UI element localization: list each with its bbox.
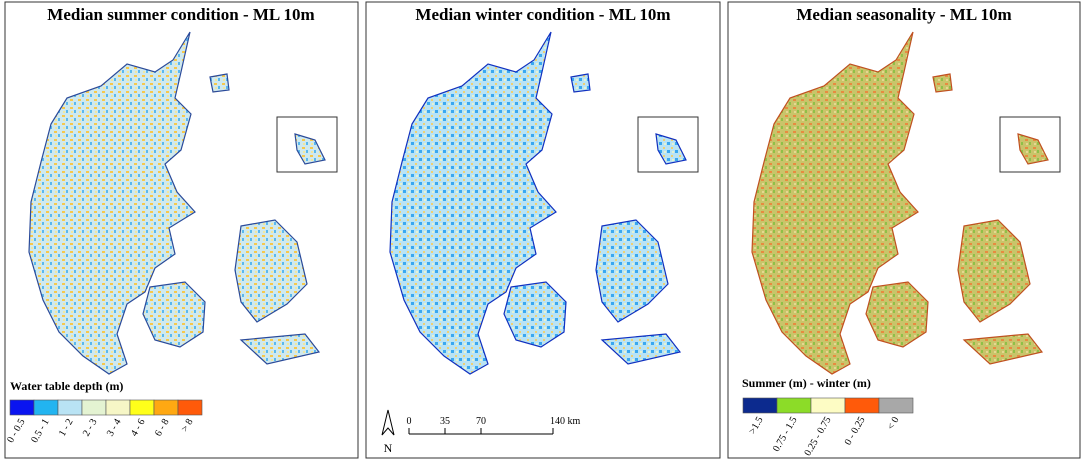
legend-swatch [844, 397, 880, 414]
legend: >1.5 0.75 - 1.5 0.25 - 0.75 0 - 0.25 < 0 [742, 397, 914, 458]
legend-title: Summer (m) - winter (m) [742, 376, 871, 390]
legend-label: 4 - 6 [129, 417, 148, 438]
legend-swatch [878, 397, 914, 414]
legend-swatch [810, 397, 846, 414]
legend-swatch [153, 399, 179, 416]
legend-swatch [776, 397, 812, 414]
legend: 0 - 0.5 0.5 - 1 1 - 2 2 - 3 3 - 4 4 - 6 6 - 8 >… [5, 399, 203, 445]
panel: Median summer condition - ML 10m Water t… [4, 1, 359, 459]
north-arrow [381, 409, 395, 436]
legend-label: > 8 [180, 417, 196, 434]
scale-label: 140 km [550, 416, 581, 427]
panel: Median seasonality - ML 10m Summer (m) -… [727, 1, 1081, 459]
legend-label: 0.25 - 0.75 [802, 415, 833, 458]
legend-label: 0 - 0.5 [5, 417, 27, 445]
legend-swatch [81, 399, 107, 416]
legend-label: < 0 [886, 415, 902, 432]
scale-label: 70 [476, 416, 486, 427]
legend-swatch [33, 399, 59, 416]
legend-swatch [129, 399, 155, 416]
legend-label: 2 - 3 [81, 417, 100, 438]
panel-title: Median summer condition - ML 10m [47, 5, 314, 24]
legend-label: 1 - 2 [57, 417, 76, 438]
legend-label: 0.5 - 1 [29, 417, 51, 445]
scale-label: 0 [407, 416, 412, 427]
scale-label: 35 [440, 416, 450, 427]
legend-swatch [177, 399, 203, 416]
scale-bar: 0 35 70 140 km [407, 416, 581, 435]
legend-label: 0 - 0.25 [843, 415, 868, 447]
legend-label: 6 - 8 [153, 417, 172, 438]
legend-swatch [105, 399, 131, 416]
legend-title: Water table depth (m) [10, 379, 123, 393]
panel-title: Median seasonality - ML 10m [796, 5, 1011, 24]
legend-swatch [57, 399, 83, 416]
panel: Median winter condition - ML 10m N 0 35 70… [365, 1, 721, 459]
legend-label: 3 - 4 [105, 417, 124, 438]
legend-swatch [9, 399, 35, 416]
north-label: N [384, 441, 393, 455]
panel-title: Median winter condition - ML 10m [415, 5, 670, 24]
legend-label: >1.5 [747, 415, 766, 436]
legend-label: 0.75 - 1.5 [771, 415, 800, 454]
legend-swatch [742, 397, 778, 414]
